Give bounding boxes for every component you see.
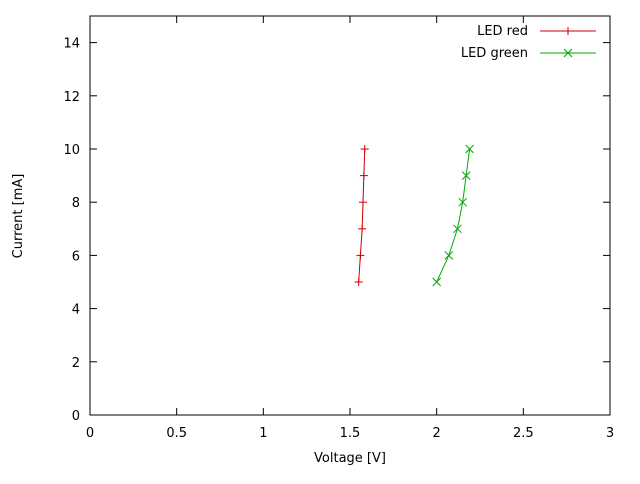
y-tick-label: 12 [63, 90, 80, 105]
plot-border [89, 15, 611, 416]
y-tick-label: 4 [72, 303, 80, 318]
x-tick-label: 1.5 [340, 426, 361, 441]
y-tick-label: 6 [72, 249, 80, 264]
x-tick-label: 3 [606, 426, 614, 441]
y-tick-label: 0 [72, 409, 80, 424]
series-led-red [354, 145, 369, 286]
y-tick-label: 10 [63, 143, 80, 158]
y-tick-label: 8 [72, 196, 80, 211]
x-tick-label: 2 [433, 426, 441, 441]
series-led-green [432, 144, 474, 287]
axis-ticks: 0 0.5 1 1.5 2 2.5 3 0 2 4 6 8 10 12 14 [63, 16, 614, 441]
x-axis-label: Voltage [V] [314, 451, 386, 466]
data-series [354, 144, 474, 287]
legend-label: LED green [461, 46, 528, 61]
y-tick-label: 2 [72, 356, 80, 371]
legend: LED red LED green [461, 24, 596, 61]
y-axis-label: Current [mA] [11, 174, 26, 259]
series-line [436, 148, 471, 283]
x-tick-label: 2.5 [513, 426, 534, 441]
x-tick-label: 0 [86, 426, 94, 441]
y-tick-label: 14 [63, 37, 80, 52]
x-tick-label: 0.5 [166, 426, 187, 441]
series-line [358, 148, 366, 283]
legend-label: LED red [477, 24, 528, 39]
x-tick-label: 1 [259, 426, 267, 441]
